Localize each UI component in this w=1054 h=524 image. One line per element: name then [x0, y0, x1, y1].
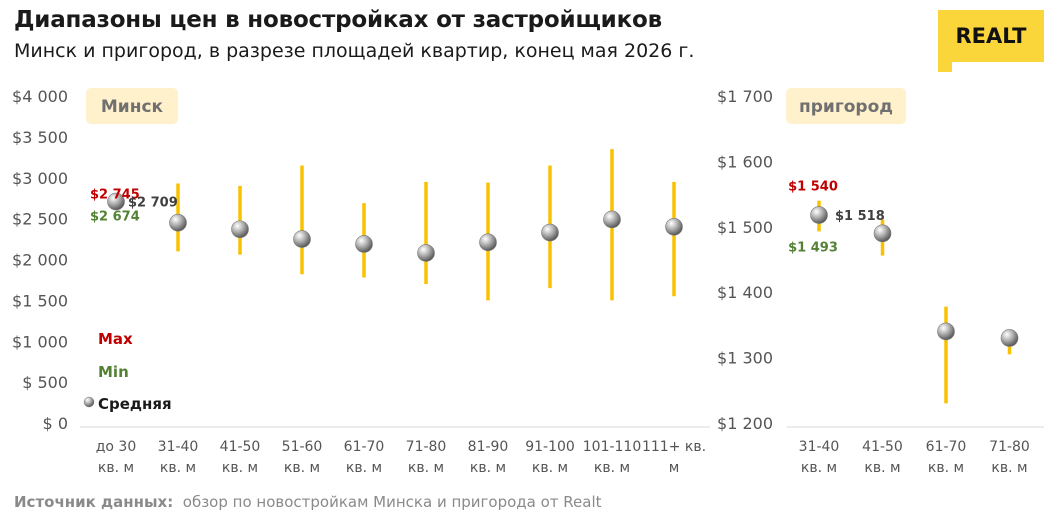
y-tick-label: $2 000	[12, 251, 68, 270]
x-tick-label: 51-60	[282, 439, 323, 455]
x-tick-label: 91-100	[525, 439, 575, 455]
x-tick-label: кв. м	[470, 460, 506, 476]
avg-value-label: $2 709	[128, 196, 178, 211]
x-tick-label: кв. м	[98, 460, 134, 476]
average-point	[937, 322, 955, 341]
realt-logo: REALT	[938, 10, 1044, 72]
average-point	[293, 230, 311, 248]
x-tick-label: 71-80	[989, 439, 1030, 455]
source-text: обзор по новостройкам Минска и пригорода…	[182, 493, 602, 511]
x-tick-label: 111+ кв.	[642, 439, 706, 455]
plot-background	[80, 80, 710, 430]
x-tick-label: 101-110	[583, 439, 642, 455]
x-tick-label: кв. м	[160, 460, 196, 476]
max-value-label: $1 540	[788, 180, 838, 195]
logo-badge	[938, 10, 1044, 72]
x-tick-label: кв. м	[864, 460, 900, 476]
panel-label-box	[86, 88, 178, 124]
average-point	[479, 233, 497, 252]
panel-minsk: Минск $ 0 $ 500 $1 000 $1 500 $2 000 $2 500 $3 …	[12, 80, 710, 476]
legend-max: Max	[98, 330, 133, 348]
y-tick-label: $1 500	[12, 291, 68, 310]
legend-min: Min	[98, 363, 129, 381]
min-value-label: $1 493	[788, 240, 838, 255]
panel-label: Минск	[101, 97, 164, 117]
x-tick-label: 41-50	[220, 439, 261, 455]
x-tick-label: до 30	[96, 439, 137, 455]
y-tick-label: $3 500	[12, 128, 68, 147]
x-tick-label: кв. м	[801, 460, 837, 476]
x-tick-label: 61-70	[926, 439, 967, 455]
average-point	[665, 218, 683, 236]
x-tick-label: кв. м	[928, 460, 964, 476]
x-tick-label: 71-80	[406, 439, 447, 455]
average-point	[231, 220, 249, 239]
legend-avg: Средняя	[98, 395, 172, 413]
average-point	[417, 244, 435, 262]
y-tick-label: $1 200	[717, 414, 773, 433]
y-tick-label: $1 300	[717, 349, 773, 368]
panel-label: пригород	[799, 97, 893, 117]
y-tick-label: $4 000	[12, 87, 68, 106]
average-point	[355, 235, 373, 253]
x-tick-label: кв. м	[222, 460, 258, 476]
min-value-label: $2 674	[90, 209, 140, 224]
max-value-label: $2 745	[90, 188, 140, 203]
chart-subtitle: Минск и пригород, в разрезе площадей ква…	[14, 40, 695, 62]
plot-background	[787, 80, 1044, 430]
average-point	[107, 192, 125, 211]
average-point	[603, 210, 621, 229]
x-tick-label: 41-50	[862, 439, 903, 455]
x-tick-label: кв. м	[284, 460, 320, 476]
average-point	[1000, 329, 1019, 347]
average-point	[169, 213, 187, 232]
chart-title: Диапазоны цен в новостройках от застройщ…	[14, 7, 662, 33]
legend: Max Min Средняя	[83, 330, 172, 413]
y-tick-label: $ 500	[22, 373, 68, 392]
avg-value-label: $1 518	[835, 209, 885, 224]
x-tick-label: кв. м	[346, 460, 382, 476]
x-tick-label: кв. м	[991, 460, 1027, 476]
panel-suburb: пригород $1 200 $1 300 $1 400 $1 500 $1 600 $1…	[717, 80, 1044, 476]
average-point	[810, 206, 828, 224]
y-tick-label: $2 500	[12, 210, 68, 229]
source-note: Источник данных: обзор по новостройкам М…	[14, 493, 602, 511]
panel-label-box	[786, 88, 906, 124]
legend-avg-marker	[83, 396, 95, 408]
y-tick-label: $1 700	[717, 87, 773, 106]
x-tick-label: 31-40	[158, 439, 199, 455]
x-tick-label: кв. м	[532, 460, 568, 476]
y-tick-label: $1 500	[717, 218, 773, 237]
y-tick-label: $1 400	[717, 283, 773, 302]
logo-text: REALT	[956, 24, 1028, 48]
y-tick-label: $1 000	[12, 332, 68, 351]
average-point	[873, 224, 892, 243]
y-tick-label: $1 600	[717, 152, 773, 171]
source-label: Источник данных:	[14, 493, 174, 511]
x-tick-label: кв. м	[408, 460, 444, 476]
x-tick-label: м	[669, 460, 680, 476]
x-tick-label: 81-90	[468, 439, 509, 455]
y-tick-label: $ 0	[43, 414, 68, 433]
x-tick-label: 31-40	[799, 439, 840, 455]
x-tick-label: кв. м	[594, 460, 630, 476]
x-tick-label: 61-70	[344, 439, 385, 455]
y-tick-label: $3 000	[12, 169, 68, 188]
average-point	[541, 223, 559, 242]
